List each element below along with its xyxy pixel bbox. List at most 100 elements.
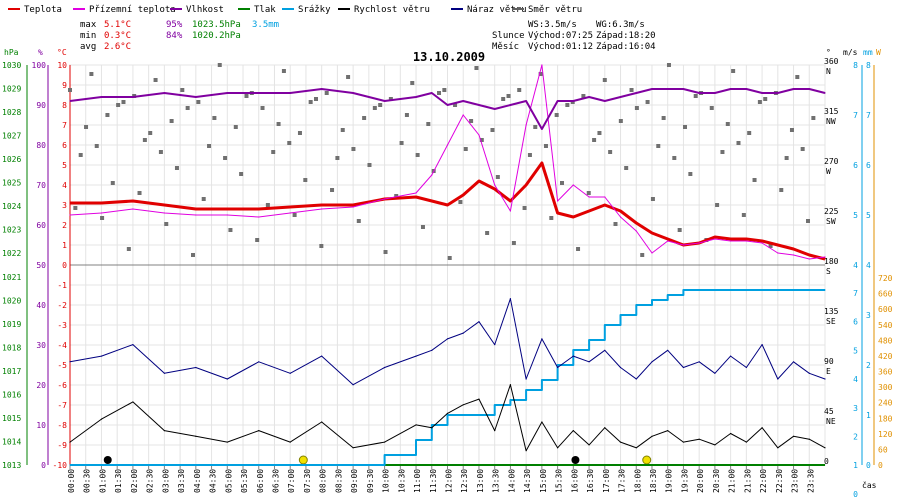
point-rain xyxy=(368,464,370,466)
time-tick: 13:00 xyxy=(476,469,485,493)
direction-name-tick: NE xyxy=(826,417,836,426)
time-tick: 03:00 xyxy=(161,469,170,493)
stats-max-label: max xyxy=(80,20,97,30)
wind-direction-mark xyxy=(597,131,602,135)
time-tick: 17:00 xyxy=(602,469,611,493)
pressure-tick: 1024 xyxy=(2,202,21,211)
point-ground-temperature xyxy=(761,242,763,244)
pressure-unit: hPa xyxy=(4,48,19,57)
point-wind-gust xyxy=(761,344,763,346)
wind-direction-mark xyxy=(634,106,639,110)
wind-lower-tick: 5 xyxy=(853,346,858,355)
stats-sunset: Západ:18:20 xyxy=(596,31,656,41)
wind-direction-mark xyxy=(372,106,377,110)
point-rain xyxy=(635,304,637,306)
point-ground-temperature xyxy=(163,212,165,214)
wind-upper-tick: 6 xyxy=(853,161,858,170)
wind-direction-mark xyxy=(506,94,511,98)
time-tick: 05:30 xyxy=(240,469,249,493)
temperature-tick: 6 xyxy=(62,141,67,150)
point-ground-temperature xyxy=(100,212,103,214)
point-ground-temperature xyxy=(383,198,386,200)
wind-direction-mark xyxy=(640,253,645,257)
point-rain xyxy=(572,349,574,351)
wind-direction-mark xyxy=(709,106,714,110)
point-wind-gust xyxy=(100,355,103,357)
series-wind-speed xyxy=(69,384,826,452)
time-tick: 00:00 xyxy=(67,469,76,493)
stats-max-press: 1023.5hPa xyxy=(192,20,241,30)
point-wind-speed xyxy=(494,430,496,432)
direction-deg-tick: 360 xyxy=(824,57,839,66)
temperature-tick: -1 xyxy=(57,281,67,290)
rain-tick: 1 xyxy=(866,411,871,420)
pressure-tick: 1018 xyxy=(2,343,21,352)
wind-direction-mark xyxy=(763,97,768,101)
wind-direction-mark xyxy=(725,122,730,126)
legend-label-3: Tlak xyxy=(254,5,276,15)
point-rain xyxy=(604,324,606,326)
wind-direction-mark xyxy=(362,116,367,120)
wind-direction-mark xyxy=(592,138,597,142)
wind-direction-mark xyxy=(207,144,212,148)
time-tick: 02:00 xyxy=(130,469,139,493)
point-wind-gust xyxy=(525,378,527,380)
point-temperature xyxy=(195,208,197,210)
point-ground-temperature xyxy=(651,252,653,254)
solar-tick: 600 xyxy=(878,305,893,314)
humidity-tick: 100 xyxy=(32,61,47,70)
wind-lower-tick: 2 xyxy=(853,433,858,442)
moon-marker-moonrise xyxy=(103,456,112,464)
time-tick: 06:00 xyxy=(256,469,265,493)
point-rain xyxy=(588,339,590,341)
rain-tick: 5 xyxy=(866,211,871,220)
time-tick: 18:30 xyxy=(649,469,658,493)
solar-tick: 300 xyxy=(878,383,893,392)
wind-direction-mark xyxy=(463,147,468,151)
point-humidity xyxy=(100,96,103,98)
point-temperature xyxy=(745,238,747,240)
wind-direction-mark xyxy=(116,103,121,107)
point-wind-speed xyxy=(572,430,574,432)
wind-direction-mark xyxy=(244,94,249,98)
temperature-tick: -8 xyxy=(57,421,67,430)
point-humidity xyxy=(635,92,637,94)
wind-direction-mark xyxy=(121,100,126,104)
wind-lower-tick: 7 xyxy=(853,289,858,298)
temperature-tick: -10 xyxy=(53,461,68,470)
legend-label-5: Rychlost větru xyxy=(354,5,430,15)
wind-lower-tick: 6 xyxy=(853,318,858,327)
point-wind-speed xyxy=(745,441,747,443)
point-wind-speed xyxy=(682,441,685,443)
solar-tick: 0 xyxy=(878,461,883,470)
point-ground-temperature xyxy=(541,64,543,66)
wind-direction-mark xyxy=(420,225,425,229)
time-tick: 19:30 xyxy=(680,469,689,493)
point-temperature xyxy=(635,222,637,224)
point-rain xyxy=(541,379,543,381)
wind-direction-mark xyxy=(543,144,548,148)
series-lines xyxy=(69,64,826,466)
point-humidity xyxy=(462,100,464,102)
direction-name-tick: SE xyxy=(826,317,836,326)
pressure-tick: 1022 xyxy=(2,249,21,258)
solar-tick: 480 xyxy=(878,336,893,345)
point-rain xyxy=(777,289,779,291)
direction-deg-tick: 45 xyxy=(824,407,834,416)
wind-direction-mark xyxy=(458,200,463,204)
wind-direction-mark xyxy=(608,150,613,154)
point-wind-gust xyxy=(572,355,574,357)
wind-direction-mark xyxy=(196,100,201,104)
direction-deg-tick: 90 xyxy=(824,357,834,366)
wind-direction-mark xyxy=(511,241,516,245)
time-tick: 15:00 xyxy=(539,469,548,493)
wind-direction-mark xyxy=(527,153,532,157)
point-humidity xyxy=(69,100,71,102)
wind-direction-mark xyxy=(292,213,297,217)
legend-label-0: Teplota xyxy=(24,5,62,15)
point-wind-gust xyxy=(321,355,323,357)
point-rain xyxy=(383,454,386,456)
direction-name-tick: NW xyxy=(826,117,836,126)
point-ground-temperature xyxy=(604,196,606,198)
point-wind-speed xyxy=(415,424,417,426)
